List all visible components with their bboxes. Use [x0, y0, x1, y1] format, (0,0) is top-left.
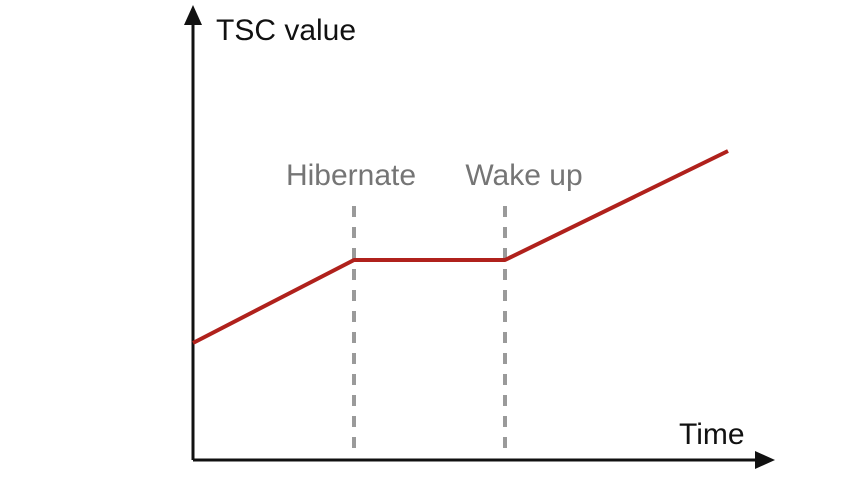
y-axis-label: TSC value: [216, 14, 356, 47]
x-axis-arrowhead: [755, 451, 775, 469]
tsc-value-line: [192, 149, 729, 345]
axes: [184, 5, 775, 469]
x-axis-label: Time: [679, 418, 745, 451]
y-axis-arrowhead: [184, 5, 202, 25]
hibernate-label: Hibernate: [286, 159, 416, 192]
wake-up-label: Wake up: [465, 159, 582, 192]
